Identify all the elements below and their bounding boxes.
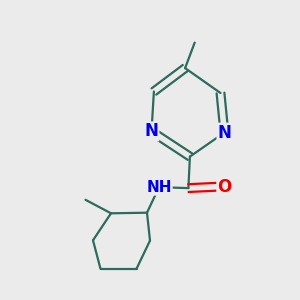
Text: N: N bbox=[145, 122, 158, 140]
Text: N: N bbox=[218, 124, 231, 142]
Text: O: O bbox=[217, 178, 232, 196]
Text: NH: NH bbox=[146, 180, 172, 195]
